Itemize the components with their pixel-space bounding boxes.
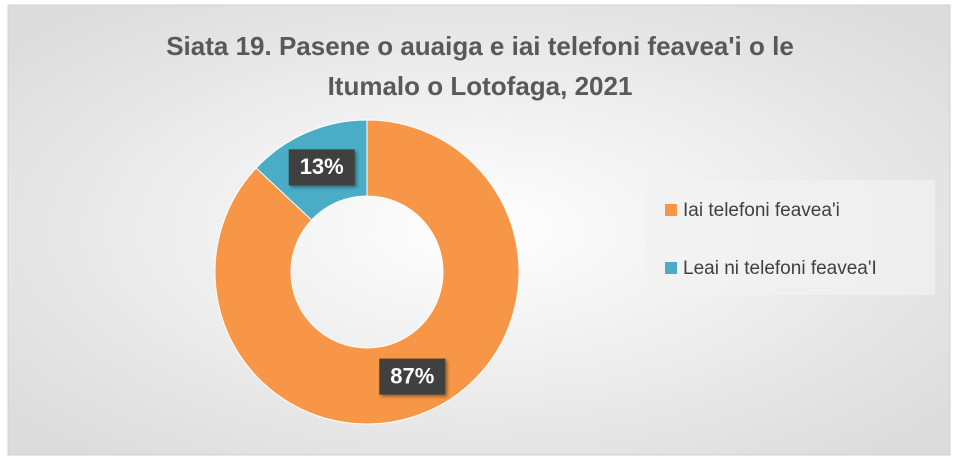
legend-swatch (665, 262, 677, 274)
chart-title: Siata 19. Pasene o auaiga e iai telefoni… (166, 31, 794, 61)
legend-swatch (665, 204, 677, 216)
data-label: 13% (300, 154, 344, 179)
legend-label: Leai ni telefoni feavea'I (683, 258, 877, 279)
data-label-box (379, 358, 446, 395)
data-label-box (288, 149, 355, 186)
chart-title: Itumalo o Lotofaga, 2021 (328, 71, 633, 101)
legend-box (645, 180, 935, 295)
donut-slice (214, 119, 520, 425)
legend-label: Iai telefoni feavea'i (683, 200, 840, 221)
data-label: 87% (390, 363, 434, 388)
